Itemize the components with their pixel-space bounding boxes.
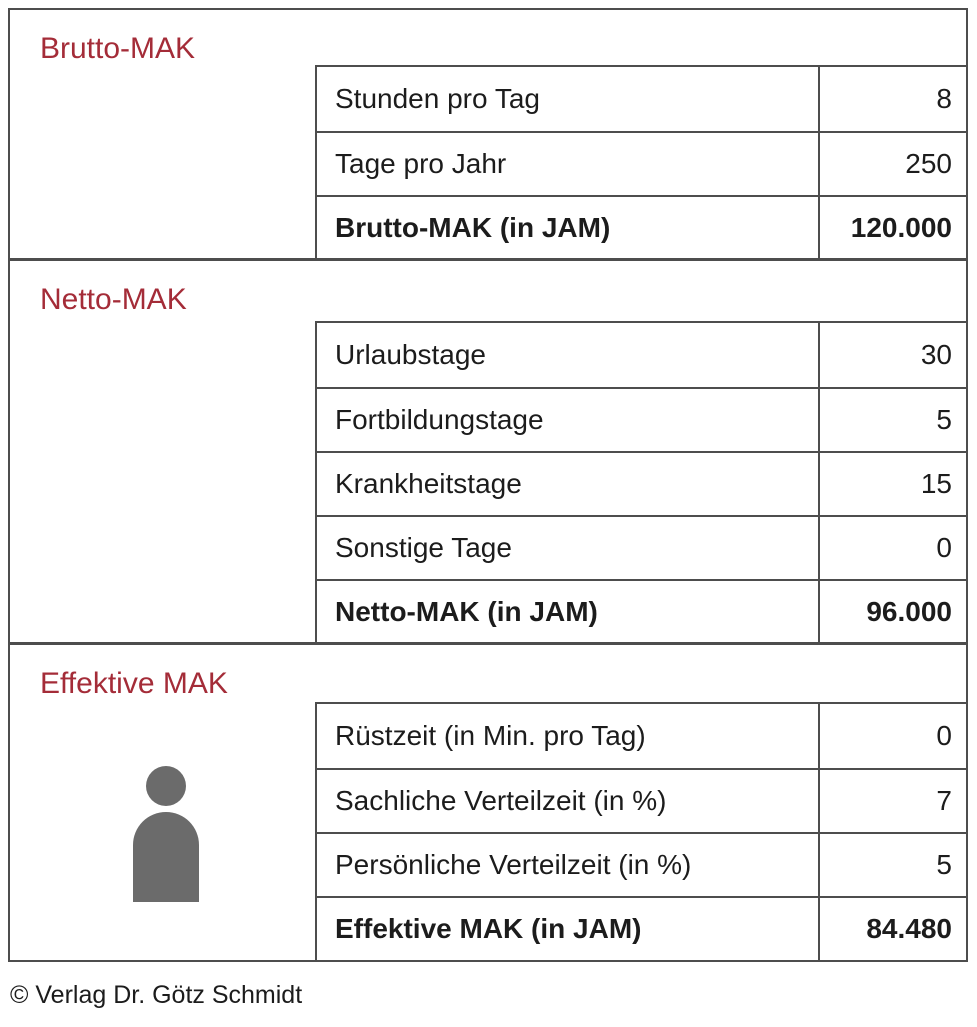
netto-mak-table: Urlaubstage 30 Fortbildungstage 5 Krankh… — [315, 321, 968, 645]
row-value: 15 — [920, 468, 952, 499]
table-row: Fortbildungstage 5 — [317, 387, 966, 451]
section-title-effektive-mak: Effektive MAK — [40, 667, 228, 700]
effektive-mak-table: Rüstzeit (in Min. pro Tag) 0 Sachliche V… — [315, 702, 968, 962]
row-label: Rüstzeit (in Min. pro Tag) — [317, 704, 820, 768]
copyright-notice: © Verlag Dr. Götz Schmidt — [10, 981, 303, 1009]
section-title-netto-mak: Netto-MAK — [40, 283, 187, 316]
mak-calculation-figure: Brutto-MAK Stunden pro Tag 8 Tage pro Ja… — [8, 8, 968, 962]
row-label: Sachliche Verteilzeit (in %) — [317, 770, 820, 832]
row-label: Stunden pro Tag — [317, 67, 820, 131]
section-effektive-mak: Effektive MAK Rüstzeit (in Min. pro Tag)… — [10, 642, 968, 962]
row-label: Netto-MAK (in JAM) — [317, 581, 820, 643]
row-value: 8 — [936, 83, 952, 114]
table-row: Krankheitstage 15 — [317, 451, 966, 515]
row-value: 30 — [920, 339, 952, 370]
row-value: 5 — [936, 404, 952, 435]
row-value: 0 — [936, 532, 952, 563]
row-label: Effektive MAK (in JAM) — [317, 898, 820, 960]
row-label: Fortbildungstage — [317, 389, 820, 451]
person-icon-torso — [133, 812, 199, 902]
row-value: 7 — [936, 785, 952, 816]
table-row: Tage pro Jahr 250 — [317, 131, 966, 195]
table-row: Sachliche Verteilzeit (in %) 7 — [317, 768, 966, 832]
row-value: 0 — [936, 720, 952, 751]
row-value: 250 — [905, 148, 952, 179]
section-brutto-mak: Brutto-MAK Stunden pro Tag 8 Tage pro Ja… — [10, 10, 968, 261]
row-label: Tage pro Jahr — [317, 133, 820, 195]
table-row: Stunden pro Tag 8 — [317, 67, 966, 131]
row-value: 96.000 — [866, 596, 952, 627]
table-row-total: Effektive MAK (in JAM) 84.480 — [317, 896, 966, 960]
row-label: Brutto-MAK (in JAM) — [317, 197, 820, 259]
row-label: Urlaubstage — [317, 323, 820, 387]
row-value: 84.480 — [866, 913, 952, 944]
person-icon — [133, 766, 199, 902]
table-row: Urlaubstage 30 — [317, 323, 966, 387]
row-label: Krankheitstage — [317, 453, 820, 515]
row-label: Sonstige Tage — [317, 517, 820, 579]
row-label: Persönliche Verteilzeit (in %) — [317, 834, 820, 896]
table-row-total: Netto-MAK (in JAM) 96.000 — [317, 579, 966, 643]
brutto-mak-table: Stunden pro Tag 8 Tage pro Jahr 250 Brut… — [315, 65, 968, 261]
table-row: Rüstzeit (in Min. pro Tag) 0 — [317, 704, 966, 768]
table-row: Persönliche Verteilzeit (in %) 5 — [317, 832, 966, 896]
row-value: 120.000 — [850, 212, 952, 243]
section-netto-mak: Netto-MAK Urlaubstage 30 Fortbildungstag… — [10, 258, 968, 645]
row-value: 5 — [936, 849, 952, 880]
table-row: Sonstige Tage 0 — [317, 515, 966, 579]
table-row-total: Brutto-MAK (in JAM) 120.000 — [317, 195, 966, 259]
section-title-brutto-mak: Brutto-MAK — [40, 32, 196, 65]
person-icon-head — [146, 766, 186, 806]
